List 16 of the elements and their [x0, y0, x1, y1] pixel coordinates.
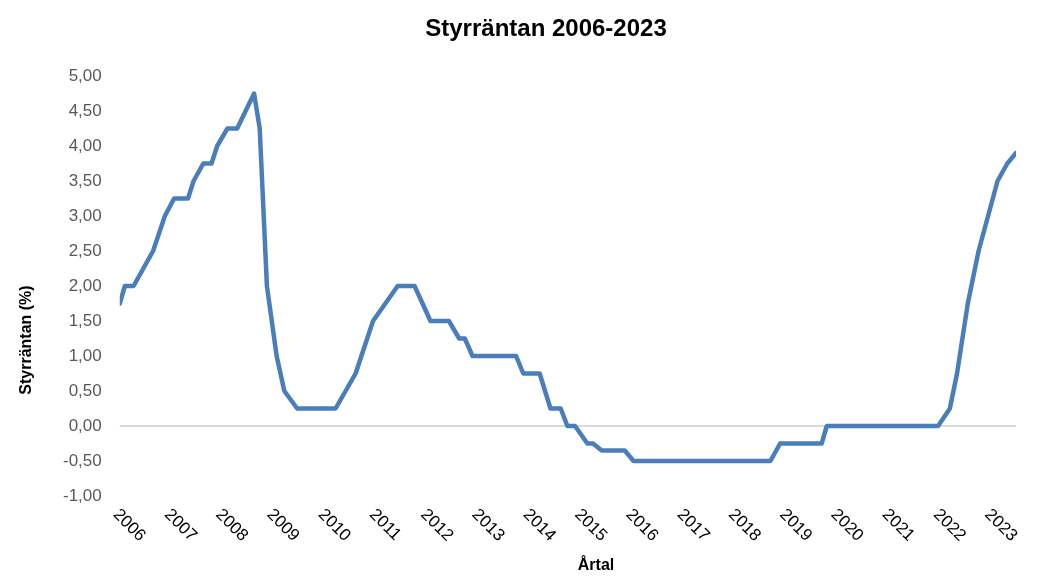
y-tick-label: 1,00	[68, 345, 102, 365]
y-tick-label: -1,00	[63, 485, 102, 505]
y-tick-label: 0,00	[68, 415, 102, 435]
x-axis-title: Årtal	[576, 556, 616, 574]
y-tick-label: 0,50	[68, 380, 102, 400]
y-tick-label: 3,50	[68, 170, 102, 190]
y-tick-label: 4,00	[68, 135, 102, 155]
y-tick-label: 5,00	[68, 65, 102, 85]
y-tick-label: 3,00	[68, 205, 102, 225]
y-tick-label: 4,50	[68, 100, 102, 120]
y-axis-title: Styrräntan (%)	[17, 285, 35, 395]
y-tick-label: -0,50	[63, 450, 102, 470]
y-tick-label: 1,50	[68, 310, 102, 330]
chart-title: Styrräntan 2006-2023	[424, 14, 668, 42]
y-tick-label: 2,50	[68, 240, 102, 260]
y-tick-label: 2,00	[68, 275, 102, 295]
